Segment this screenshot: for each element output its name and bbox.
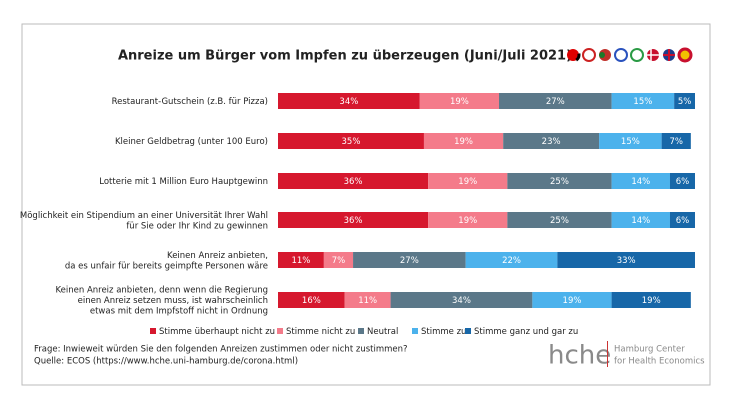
- category-label: Kleiner Geldbetrag (unter 100 Euro): [115, 137, 268, 147]
- category-label: Lotterie mit 1 Million Euro Hauptgewinn: [99, 177, 268, 187]
- category-label: Restaurant-Gutschein (z.B. für Pizza): [112, 97, 268, 107]
- legend-label: Stimme überhaupt nicht zu: [159, 327, 275, 337]
- legend-label: Neutral: [367, 327, 398, 337]
- bar-segment: [278, 292, 345, 308]
- footnote: Quelle: ECOS (https://www.hche.uni-hambu…: [34, 357, 298, 367]
- bar-segment: [278, 133, 424, 149]
- bar-segment: [557, 252, 695, 268]
- bar-segment: [669, 173, 695, 189]
- value-label: 33%: [617, 256, 636, 266]
- bar-segment: [611, 93, 675, 109]
- legend-swatch: [358, 328, 364, 334]
- value-label: 22%: [502, 256, 521, 266]
- flags: [565, 47, 693, 63]
- value-label: 5%: [678, 97, 692, 107]
- value-label: 11%: [291, 256, 310, 266]
- value-label: 27%: [400, 256, 419, 266]
- bar-segment: [390, 292, 533, 308]
- logo-divider: [607, 341, 608, 367]
- bar-segment: [323, 252, 354, 268]
- bar-segment: [674, 93, 695, 109]
- bar-segment: [499, 93, 612, 109]
- category-label: Möglichkeit ein Stipendium an einer Univ…: [20, 210, 268, 231]
- bar-segment: [465, 252, 558, 268]
- value-label: 14%: [631, 177, 650, 187]
- logo-text: for Health Economics: [614, 357, 705, 367]
- bar-segment: [353, 252, 466, 268]
- legend-label: Stimme ganz und gar zu: [474, 327, 578, 337]
- value-label: 34%: [339, 97, 358, 107]
- value-label: 19%: [563, 296, 582, 306]
- bar-segment: [611, 173, 670, 189]
- value-label: 16%: [302, 296, 321, 306]
- value-label: 25%: [550, 177, 569, 187]
- value-label: 25%: [550, 216, 569, 226]
- bar-segment: [278, 173, 429, 189]
- bar-segment: [503, 133, 600, 149]
- bar-segment: [599, 133, 662, 149]
- legend-swatch: [412, 328, 418, 334]
- value-label: 35%: [342, 137, 361, 147]
- legend-swatch: [277, 328, 283, 334]
- value-label: 19%: [454, 137, 473, 147]
- value-label: 19%: [458, 177, 477, 187]
- logo-text: Hamburg Center: [614, 345, 685, 355]
- bar-segment: [344, 292, 391, 308]
- bar-segment: [532, 292, 612, 308]
- category-label: Keinen Anreiz anbieten, denn wenn die Re…: [56, 285, 269, 316]
- value-label: 19%: [642, 296, 661, 306]
- value-label: 15%: [633, 97, 652, 107]
- bar-segment: [278, 93, 420, 109]
- value-label: 6%: [676, 177, 690, 187]
- bar-segment: [278, 252, 324, 268]
- bar-segment: [507, 212, 612, 228]
- value-label: 23%: [542, 137, 561, 147]
- value-label: 34%: [452, 296, 471, 306]
- value-label: 36%: [344, 177, 363, 187]
- value-label: 6%: [676, 216, 690, 226]
- chart-title: Anreize um Bürger vom Impfen zu überzeug…: [118, 49, 572, 64]
- footnote: Frage: Inwieweit würden Sie den folgende…: [34, 345, 408, 355]
- bar-segment: [278, 212, 429, 228]
- value-label: 27%: [546, 97, 565, 107]
- bar-segment: [507, 173, 612, 189]
- category-label: Keinen Anreiz anbieten, da es unfair für …: [65, 250, 268, 271]
- legend-swatch: [465, 328, 471, 334]
- bar-segment: [428, 173, 508, 189]
- bar-segment: [423, 133, 504, 149]
- bar-segment: [419, 93, 500, 109]
- bar-segment: [661, 133, 691, 149]
- legend-swatch: [150, 328, 156, 334]
- legend-label: Stimme zu: [421, 327, 466, 337]
- value-label: 7%: [332, 256, 346, 266]
- frame: [21, 23, 711, 386]
- bar-segment: [669, 212, 695, 228]
- logo-mark: hche: [548, 341, 611, 371]
- value-label: 36%: [344, 216, 363, 226]
- bar-segment: [611, 212, 670, 228]
- value-label: 15%: [621, 137, 640, 147]
- value-label: 14%: [631, 216, 650, 226]
- legend-label: Stimme nicht zu: [286, 327, 355, 337]
- value-label: 11%: [358, 296, 377, 306]
- value-label: 7%: [669, 137, 683, 147]
- bar-segment: [611, 292, 691, 308]
- bar-segment: [428, 212, 508, 228]
- value-label: 19%: [458, 216, 477, 226]
- value-label: 19%: [450, 97, 469, 107]
